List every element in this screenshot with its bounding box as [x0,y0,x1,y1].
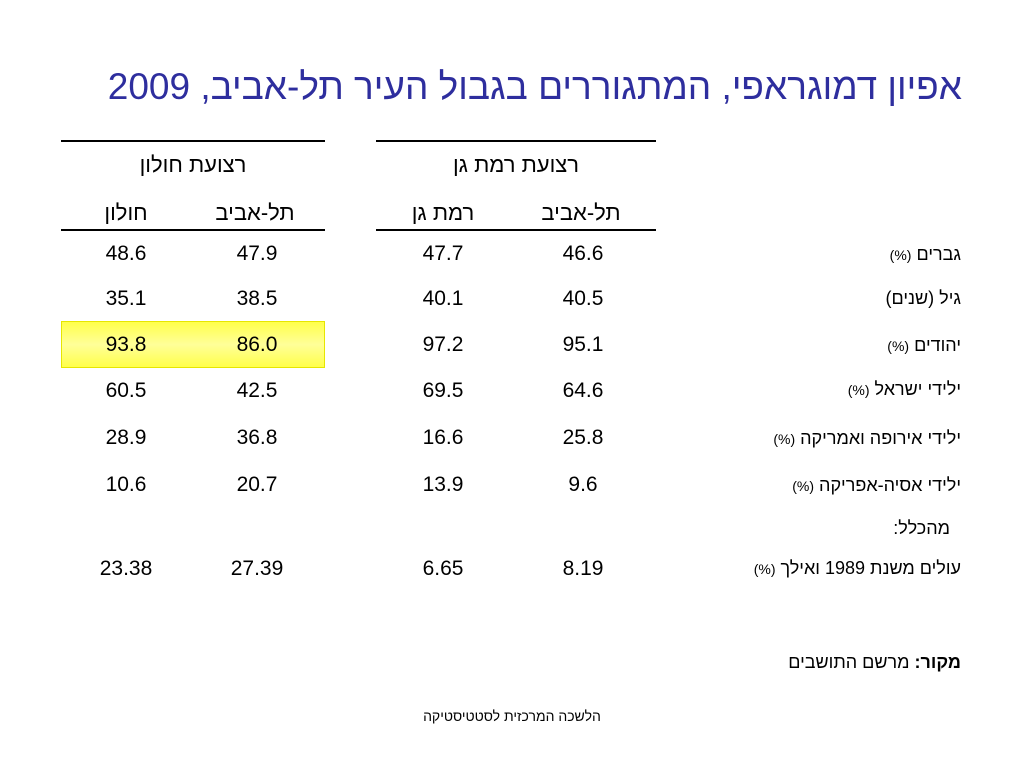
table-cell: 35.1 [105,287,147,310]
table-cell: 48.6 [105,242,147,265]
source-text: מרשם התושבים [788,652,910,672]
holon-group-header: רצועת חולון [139,152,247,177]
ramatgan-header-rule [376,229,656,231]
source-note: מקור: מרשם התושבים [788,652,961,673]
table-cell: 86.0 [236,333,278,356]
row-label-text: ילידי אסיה-אפריקה [819,475,961,495]
subheading-of-total: מהכלל: [893,518,950,538]
row-label: ילידי אסיה-אפריקה (%) [792,475,961,496]
row-label: ילידי ישראל (%) [848,379,961,400]
row-label-text: ילידי אירופה ואמריקה [800,428,961,448]
table-cell: 25.8 [562,426,604,449]
table-cell: 46.6 [562,242,604,265]
row-label-unit: (%) [773,431,796,447]
row-label: גיל (שנים) [886,288,961,309]
row-label-unit: (%) [847,382,870,398]
table-cell: 10.6 [105,473,147,496]
row-label-text: גברים [916,244,961,264]
col-header-ramatgan: רמת גן [411,200,475,225]
table-cell: 23.38 [99,557,153,580]
row-label-unit: (%) [889,247,912,263]
title-text: אפיון דמוגראפי, המתגוררים בגבול העיר תל-… [200,66,962,107]
row-label-unit: (%) [887,338,910,354]
col-header-holon: חולון [104,200,148,225]
table-cell: 69.5 [422,379,464,402]
ramatgan-top-rule [376,140,656,142]
holon-top-rule [61,140,325,142]
table-cell: 40.5 [562,287,604,310]
ramatgan-group-header: רצועת רמת גן [452,152,580,177]
row-label: עולים משנת 1989 ואילך (%) [754,558,961,579]
table-cell: 27.39 [230,557,284,580]
row-label-unit: (%) [753,561,776,577]
highlight-jews-holon [61,321,325,368]
table-cell: 47.9 [236,242,278,265]
table-cell: 97.2 [422,333,464,356]
table-cell: 40.1 [422,287,464,310]
row-label-text: ילידי ישראל [874,379,961,399]
table-cell: 64.6 [562,379,604,402]
col-header-ramatgan-telaviv: תל-אביב [541,200,621,225]
row-label-text: יהודים [914,335,961,355]
table-cell: 28.9 [105,426,147,449]
table-cell: 8.19 [562,557,604,580]
table-cell: 36.8 [236,426,278,449]
page-title: אפיון דמוגראפי, המתגוררים בגבול העיר תל-… [108,66,962,108]
source-label: מקור: [914,652,961,672]
title-year: 2009 [107,66,191,107]
table-cell: 93.8 [105,333,147,356]
table-cell: 38.5 [236,287,278,310]
table-cell: 9.6 [568,473,598,496]
table-cell: 95.1 [562,333,604,356]
footer-organization: הלשכה המרכזית לסטטיסטיקה [423,708,601,724]
row-label-text: גיל (שנים) [885,288,961,308]
table-cell: 47.7 [422,242,464,265]
table-cell: 16.6 [422,426,464,449]
table-cell: 20.7 [236,473,278,496]
holon-header-rule [61,229,325,231]
table-cell: 13.9 [422,473,464,496]
table-cell: 60.5 [105,379,147,402]
table-cell: 6.65 [422,557,464,580]
row-label: יהודים (%) [887,335,961,356]
row-label: גברים (%) [890,244,961,265]
col-header-holon-telaviv: תל-אביב [215,200,295,225]
row-label-text: עולים משנת 1989 ואילך [780,558,962,578]
row-label-unit: (%) [792,478,815,494]
table-cell: 42.5 [236,379,278,402]
row-label: ילידי אירופה ואמריקה (%) [773,428,961,449]
